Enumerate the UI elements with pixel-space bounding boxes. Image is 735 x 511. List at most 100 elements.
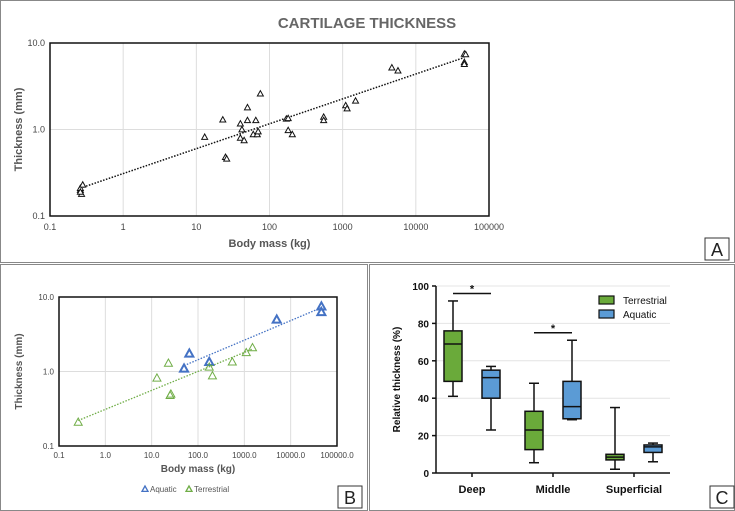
data-point-terrestrial	[163, 357, 174, 367]
plot-area	[49, 42, 490, 217]
panel-label: B	[344, 488, 356, 508]
data-point	[387, 63, 396, 71]
y-tick-label: 10.0	[27, 38, 45, 48]
y-tick-label: 80	[418, 319, 430, 330]
plot-area	[58, 296, 338, 447]
data-point-terrestrial	[166, 388, 176, 398]
data-point	[284, 126, 293, 134]
data-point-terrestrial	[241, 347, 252, 357]
box-aquatic	[562, 380, 582, 420]
panel-label-box	[709, 485, 735, 509]
panel-label: C	[716, 488, 729, 508]
panel-a-frame	[0, 0, 735, 263]
y-axis-label: Relative thickness (%)	[392, 327, 403, 433]
y-tick-label: 10.0	[38, 293, 54, 302]
data-point-terrestrial	[227, 356, 238, 366]
legend-label-aquatic: Aquatic	[150, 485, 177, 494]
legend-marker-terrestrial	[184, 484, 194, 493]
trendline-aquatic	[183, 307, 322, 367]
data-point	[460, 60, 469, 68]
box-aquatic	[643, 444, 663, 454]
x-tick-label: 10000	[403, 222, 428, 232]
x-tick-label: 10	[191, 222, 201, 232]
data-point	[218, 115, 227, 123]
x-tick-label: 100000	[474, 222, 504, 232]
y-tick-label: 60	[418, 357, 430, 368]
box-terrestrial	[443, 330, 463, 383]
data-point	[243, 116, 252, 124]
data-point	[236, 119, 245, 127]
data-point	[254, 127, 263, 135]
significance-label: *	[551, 323, 556, 335]
data-point	[343, 104, 351, 112]
x-axis-label: Body mass (kg)	[161, 464, 235, 475]
data-point	[200, 132, 209, 140]
x-tick-label: 0.1	[44, 222, 57, 232]
y-axis-label: Thickness (mm)	[13, 87, 25, 171]
data-point-terrestrial	[207, 370, 218, 380]
legend-label-terrestrial: Terrestrial	[194, 485, 229, 494]
y-tick-label: 1.0	[32, 125, 45, 135]
x-tick-label: 1000	[333, 222, 353, 232]
significance-label: *	[470, 283, 475, 295]
panel-label-box	[337, 485, 363, 509]
x-tick-label: Deep	[459, 484, 486, 496]
data-point-aquatic	[315, 305, 328, 317]
panel-label: A	[711, 240, 723, 260]
box-aquatic	[481, 369, 501, 399]
y-tick-label: 1.0	[43, 368, 55, 377]
legend-label-aquatic: Aquatic	[623, 310, 656, 321]
legend-marker-aquatic	[140, 484, 150, 493]
data-point-terrestrial	[247, 342, 258, 352]
data-point-aquatic	[183, 347, 196, 358]
x-tick-label: 100.0	[188, 451, 209, 460]
data-point	[238, 125, 246, 133]
x-tick-label: 10000.0	[276, 451, 305, 460]
data-point	[240, 136, 248, 144]
data-point	[78, 180, 87, 188]
data-point-terrestrial	[73, 416, 84, 426]
y-axis-label: Thickness (mm)	[14, 333, 25, 409]
y-tick-label: 0	[423, 469, 429, 480]
x-tick-label: 10.0	[144, 451, 160, 460]
data-point	[236, 133, 245, 141]
data-point	[319, 116, 328, 124]
panel-label-box	[704, 237, 730, 261]
legend-swatch-terrestrial	[598, 295, 615, 305]
x-axis-label: Body mass (kg)	[229, 238, 311, 250]
data-point-terrestrial	[152, 372, 162, 382]
trendline	[80, 56, 465, 189]
data-point	[251, 116, 260, 124]
x-tick-label: 1.0	[100, 451, 112, 460]
data-point-aquatic	[271, 313, 283, 324]
x-tick-label: Middle	[536, 484, 571, 496]
y-tick-label: 0.1	[43, 442, 55, 451]
data-point-aquatic	[178, 362, 190, 373]
data-point	[394, 66, 402, 74]
data-point	[288, 130, 297, 138]
x-tick-label: Superficial	[606, 484, 662, 496]
data-point-terrestrial	[204, 361, 215, 371]
data-point	[243, 103, 252, 111]
x-tick-label: 100000.0	[320, 451, 354, 460]
data-point	[222, 154, 231, 162]
legend-label-terrestrial: Terrestrial	[623, 296, 667, 307]
y-tick-label: 100	[412, 282, 429, 293]
legend-swatch-aquatic	[598, 309, 615, 319]
y-tick-label: 0.1	[32, 211, 45, 221]
trendline-terrestrial	[77, 348, 253, 422]
y-tick-label: 20	[418, 432, 430, 443]
data-point	[284, 114, 293, 122]
data-point	[461, 50, 470, 58]
x-tick-label: 0.1	[53, 451, 65, 460]
x-tick-label: 100	[262, 222, 277, 232]
data-point	[256, 89, 265, 97]
data-point	[76, 187, 85, 195]
data-point	[351, 96, 360, 104]
chart-title: CARTILAGE THICKNESS	[278, 15, 456, 32]
y-tick-label: 40	[418, 394, 430, 405]
data-point-aquatic	[203, 355, 215, 366]
x-tick-label: 1000.0	[232, 451, 257, 460]
